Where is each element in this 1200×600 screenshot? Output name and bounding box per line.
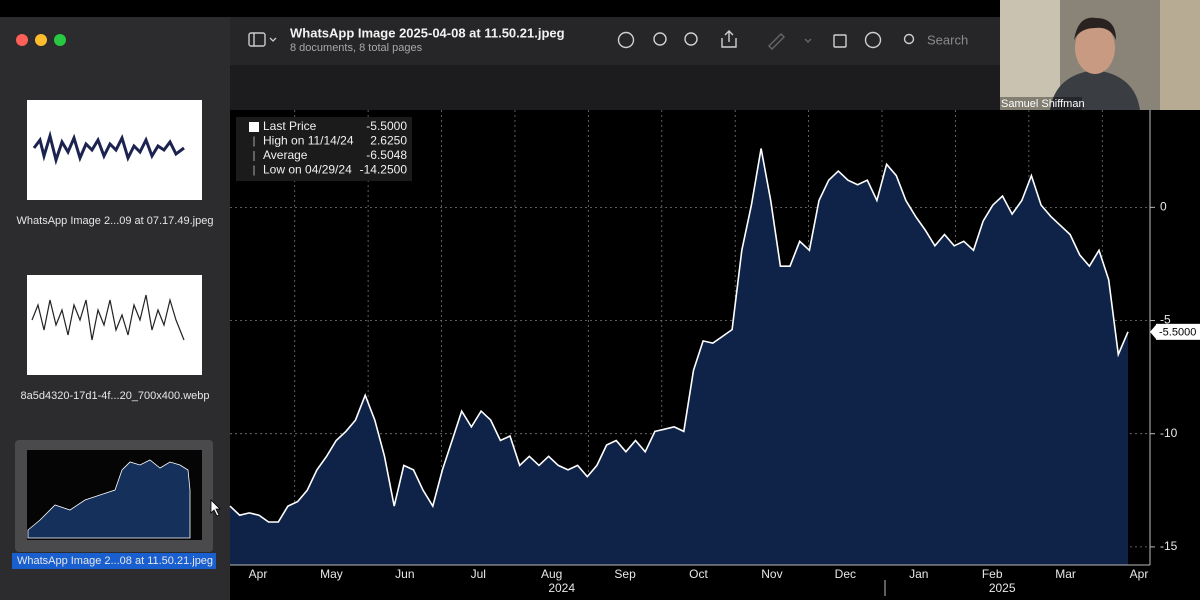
x-tick-label: Nov <box>761 567 782 581</box>
x-tick-label: Dec <box>835 567 856 581</box>
name-tag-background <box>1000 97 1082 111</box>
video-curtain <box>1160 0 1200 110</box>
legend-value: 2.6250 <box>370 134 407 148</box>
last-value-label: -5.5000 <box>1159 327 1196 339</box>
area <box>230 148 1128 565</box>
caption-highlight <box>12 553 216 569</box>
icon <box>248 32 266 47</box>
window-title: WhatsApp Image 2025-04-08 at 11.50.21.jp… <box>290 25 565 40</box>
search-field[interactable]: Search <box>927 32 968 47</box>
x-tick-label: Feb <box>982 567 1003 581</box>
chart: 0 -5 -10 -15 Apr May Jun Jul Aug Sep Oct Nov Dec Jan F… <box>229 110 1200 596</box>
x-tick-label: Jun <box>395 567 414 581</box>
legend-label: Low on 04/29/24 <box>263 163 352 177</box>
video-window <box>1000 0 1060 110</box>
legend-value: -6.5048 <box>366 148 407 162</box>
y-tick-label: -5 <box>1160 313 1171 327</box>
markup-menu[interactable] <box>804 38 812 43</box>
rotate-button[interactable] <box>833 34 847 48</box>
toolbar <box>230 17 1000 65</box>
close-button[interactable] <box>16 34 28 46</box>
legend-label: High on 11/14/24 <box>263 134 354 148</box>
year-label: 2024 <box>548 581 575 595</box>
thumbnail-caption: WhatsApp Image 2...09 at 07.17.49.jpeg <box>17 215 214 227</box>
legend-label: Last Price <box>263 119 317 133</box>
menu-strip <box>0 0 1200 17</box>
legend-value: -5.5000 <box>366 119 407 133</box>
icon <box>269 37 277 42</box>
video-tile: Samuel Shiffman <box>1000 0 1200 111</box>
line <box>229 148 1129 523</box>
zoom-out-button[interactable] <box>653 32 667 46</box>
zoom-button[interactable] <box>54 34 66 46</box>
share-button[interactable] <box>721 30 737 48</box>
x-tick-label: Jul <box>471 567 486 581</box>
legend-value: -14.2500 <box>360 163 408 177</box>
thumbnail[interactable] <box>27 275 202 375</box>
thumbnail-graphic <box>31 294 185 341</box>
x-tick-label: May <box>320 567 343 581</box>
thumbnail[interactable] <box>27 100 202 200</box>
video-person <box>1075 22 1115 74</box>
legend-swatch <box>249 122 259 132</box>
thumbnail-caption: 8a5d4320-17d1-4f...20_700x400.webp <box>21 390 210 402</box>
thumbnail[interactable] <box>27 450 202 540</box>
y-tick-label: -15 <box>1160 539 1178 553</box>
x-tick-label: Sep <box>614 567 636 581</box>
legend <box>236 117 412 181</box>
thumbnail-graphic <box>27 459 191 539</box>
thumbnail-graphic <box>32 130 185 166</box>
annotate-button[interactable] <box>864 31 882 49</box>
year-label: 2025 <box>989 581 1016 595</box>
x-tick-label: Mar <box>1055 567 1076 581</box>
participant-name: Samuel Shiffman <box>1001 98 1085 110</box>
x-tick-label: Oct <box>689 567 708 581</box>
x-tick-label: Apr <box>1130 567 1149 581</box>
last-value-pointer <box>1150 324 1156 339</box>
sidebar-toggle[interactable] <box>248 32 277 47</box>
x-tick-label: Aug <box>541 567 562 581</box>
x-tick-label: Jan <box>909 567 928 581</box>
last-value-tag <box>1156 323 1200 340</box>
minimize-button[interactable] <box>35 34 47 46</box>
thumbnail-caption: WhatsApp Image 2...08 at 11.50.21.jpeg <box>17 555 213 567</box>
mouse-cursor <box>210 499 221 517</box>
x-tick-label: Apr <box>249 567 268 581</box>
video-person <box>1074 17 1116 40</box>
info-button[interactable] <box>617 31 635 49</box>
y-tick-label: 0 <box>1160 200 1167 214</box>
legend-label: Average <box>263 148 308 162</box>
y-tick-label: -10 <box>1160 426 1178 440</box>
search-icon <box>903 33 915 45</box>
zoom-in-button[interactable] <box>684 32 698 46</box>
markup-button[interactable] <box>768 33 785 50</box>
window-subtitle: 8 documents, 8 total pages <box>290 42 423 54</box>
video-person <box>1050 70 1140 110</box>
